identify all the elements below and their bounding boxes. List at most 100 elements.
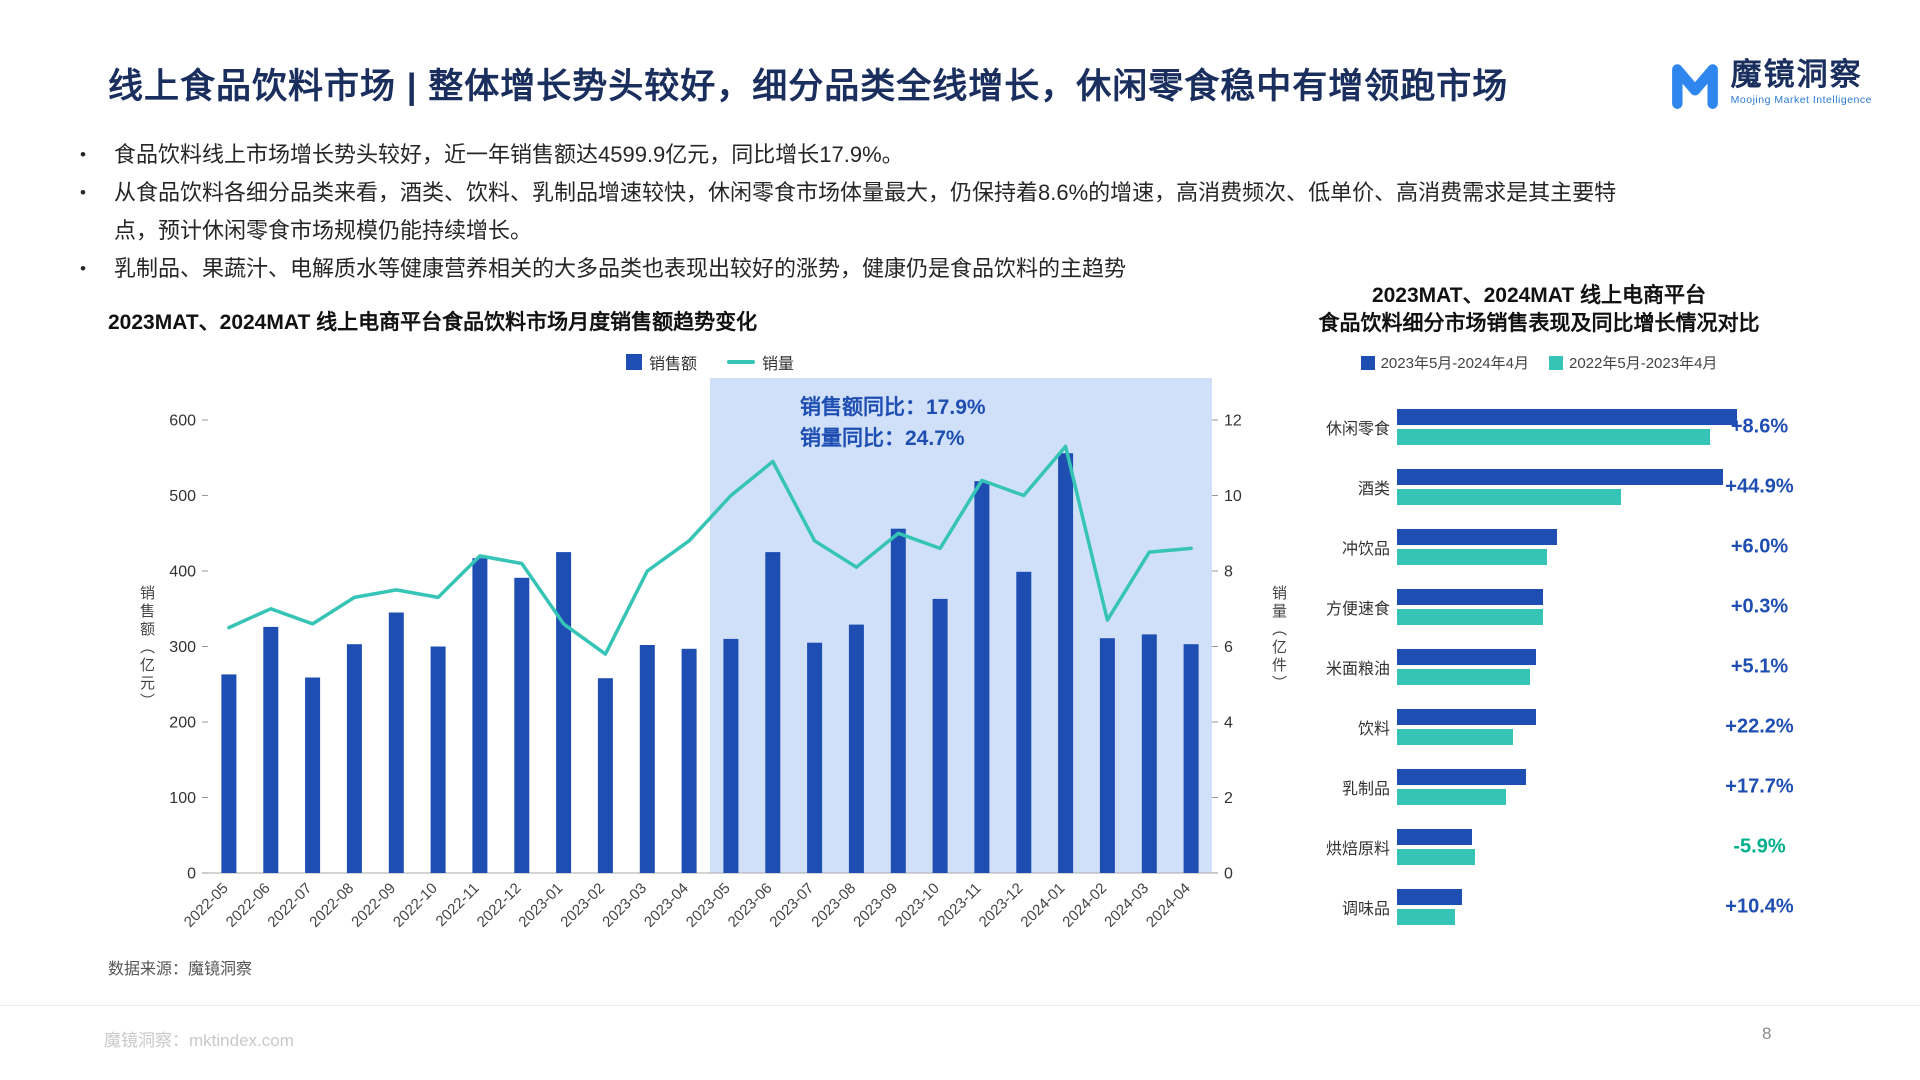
right-tick-label: 10 xyxy=(1224,488,1242,505)
bar-2023mat xyxy=(1397,489,1622,505)
right-axis-title: 销量（亿件） xyxy=(1270,585,1287,693)
moojing-logo-icon xyxy=(1671,64,1718,109)
category-bars: 休闲零食 +8.6% 酒类 +44.9% 冲饮品 +6.0% 方便速食 +0.3% 米面粮油 +5… xyxy=(1256,397,1822,937)
growth-label: +0.3% xyxy=(1730,595,1789,618)
sales-bar xyxy=(1058,453,1074,873)
legend-item-2023mat: 2022年5月-2023年4月 xyxy=(1549,352,1717,373)
growth-label: +8.6% xyxy=(1730,415,1789,438)
bar-2024mat xyxy=(1397,529,1557,545)
category-row: 调味品 +10.4% xyxy=(1256,877,1822,937)
x-axis-label: 2023-11 xyxy=(935,880,985,930)
sales-bar xyxy=(430,646,446,873)
sales-bar xyxy=(1183,644,1199,873)
bullet-item: 食品饮料线上市场增长势头较好，近一年销售额达4599.9亿元，同比增长17.9%… xyxy=(70,136,1650,174)
footer: 魔镜洞察：mktindex.com 8 xyxy=(0,1005,1920,1080)
left-tick-label: 500 xyxy=(169,488,196,505)
sales-bar xyxy=(221,674,237,873)
bar-2023mat xyxy=(1397,429,1710,445)
bar-2024mat xyxy=(1397,409,1737,425)
bar-2023mat xyxy=(1397,909,1455,925)
bar-2024mat xyxy=(1397,769,1527,785)
category-label: 乳制品 xyxy=(1341,781,1390,798)
x-axis-label: 2023-10 xyxy=(892,880,943,931)
x-axis-label: 2023-05 xyxy=(683,880,734,931)
growth-label: -5.9% xyxy=(1733,835,1786,858)
summary-bullets: 食品饮料线上市场增长势头较好，近一年销售额达4599.9亿元，同比增长17.9%… xyxy=(70,136,1650,288)
logo-subtext: Moojing Market Intelligence xyxy=(1730,94,1872,106)
growth-label: +22.2% xyxy=(1725,715,1794,738)
x-axis-label: 2023-03 xyxy=(599,880,650,931)
yoy-annotation: 销量同比：24.7% xyxy=(800,426,965,450)
growth-label: +5.1% xyxy=(1730,655,1789,678)
footer-site-text: 魔镜洞察：mktindex.com xyxy=(104,1031,294,1050)
sales-bar xyxy=(305,677,321,873)
right-tick-label: 6 xyxy=(1224,639,1233,656)
category-growth-chart: 2023MAT、2024MAT 线上电商平台 食品饮料细分市场销售表现及同比增长… xyxy=(1256,282,1822,937)
bar-2023mat xyxy=(1397,789,1506,805)
x-axis-label: 2022-05 xyxy=(181,880,232,931)
sales-bar xyxy=(263,626,279,873)
bar-pair xyxy=(1397,409,1737,445)
left-tick-label: 300 xyxy=(169,639,196,656)
legend-sales-label: 销售额 xyxy=(648,356,697,373)
logo-text: 魔镜洞察 xyxy=(1730,57,1863,92)
sales-bar xyxy=(723,638,739,873)
volume-line xyxy=(227,444,1193,656)
growth-label: +44.9% xyxy=(1725,475,1794,498)
sales-bar xyxy=(1016,571,1032,873)
category-row: 饮料 +22.2% xyxy=(1256,697,1822,757)
bar-2024mat xyxy=(1397,709,1537,725)
mat2024-highlight-region xyxy=(710,378,1212,873)
sales-bar xyxy=(346,644,362,873)
growth-label: +6.0% xyxy=(1730,535,1789,558)
left-axis-title: 销售额（亿元） xyxy=(138,585,155,711)
left-tick-label: 200 xyxy=(169,715,196,732)
legend-item-2024mat: 2023年5月-2024年4月 xyxy=(1360,352,1529,373)
yoy-annotation: 销售额同比：17.9% xyxy=(800,395,986,419)
sales-bar xyxy=(848,624,864,873)
x-axis-label: 2024-03 xyxy=(1101,880,1152,931)
category-row: 冲饮品 +6.0% xyxy=(1256,517,1822,577)
right-tick-label: 2 xyxy=(1224,790,1233,807)
category-growth-legend: 2023年5月-2024年4月 2022年5月-2023年4月 xyxy=(1256,352,1822,373)
volume-swatch-icon xyxy=(727,360,755,364)
x-axis-label: 2022-11 xyxy=(433,880,483,930)
bar-pair xyxy=(1397,889,1462,925)
x-axis-label: 2024-02 xyxy=(1059,880,1110,931)
sales-bar xyxy=(807,642,823,873)
brand-logo: 魔镜洞察 Moojing Market Intelligence xyxy=(1669,58,1872,110)
category-label: 米面粮油 xyxy=(1325,661,1390,678)
sales-bar xyxy=(472,558,488,873)
sales-bar xyxy=(890,528,906,873)
x-axis-label: 2023-04 xyxy=(641,880,692,931)
growth-label: +10.4% xyxy=(1725,895,1794,918)
x-axis-label: 2023-07 xyxy=(766,880,817,931)
legend-2023mat-label: 2022年5月-2023年4月 xyxy=(1569,355,1718,372)
bar-2024mat xyxy=(1397,889,1462,905)
bar-2023mat xyxy=(1397,849,1476,865)
x-axis-label: 2023-12 xyxy=(976,880,1027,931)
category-label: 冲饮品 xyxy=(1341,541,1390,558)
category-growth-title-line2: 食品饮料细分市场销售表现及同比增长情况对比 xyxy=(1318,312,1760,335)
category-label: 酒类 xyxy=(1357,481,1390,498)
monthly-trend-title: 2023MAT、2024MAT 线上电商平台食品饮料市场月度销售额趋势变化 xyxy=(108,311,758,334)
left-tick-label: 600 xyxy=(169,413,196,430)
sales-swatch-icon xyxy=(625,354,642,370)
growth-label: +17.7% xyxy=(1725,775,1794,798)
legend-2024mat-label: 2023年5月-2024年4月 xyxy=(1380,355,1529,372)
category-label: 调味品 xyxy=(1341,901,1390,918)
sales-bar xyxy=(681,648,697,873)
x-axis-label: 2023-02 xyxy=(557,880,608,931)
sales-bar xyxy=(388,612,404,873)
bullet-item: 乳制品、果蔬汁、电解质水等健康营养相关的大多品类也表现出较好的涨势，健康仍是食品… xyxy=(70,250,1650,288)
mat2024-swatch-icon xyxy=(1360,355,1375,370)
x-axis-label: 2022-09 xyxy=(348,880,399,931)
sales-bar xyxy=(639,645,655,873)
data-source: 数据来源：魔镜洞察 xyxy=(108,961,253,978)
legend-volume-label: 销量 xyxy=(762,356,795,373)
bar-pair xyxy=(1397,709,1537,745)
legend-item-sales: 销售额 xyxy=(625,350,697,374)
x-axis-label: 2023-06 xyxy=(725,880,776,931)
right-tick-label: 8 xyxy=(1224,564,1233,581)
